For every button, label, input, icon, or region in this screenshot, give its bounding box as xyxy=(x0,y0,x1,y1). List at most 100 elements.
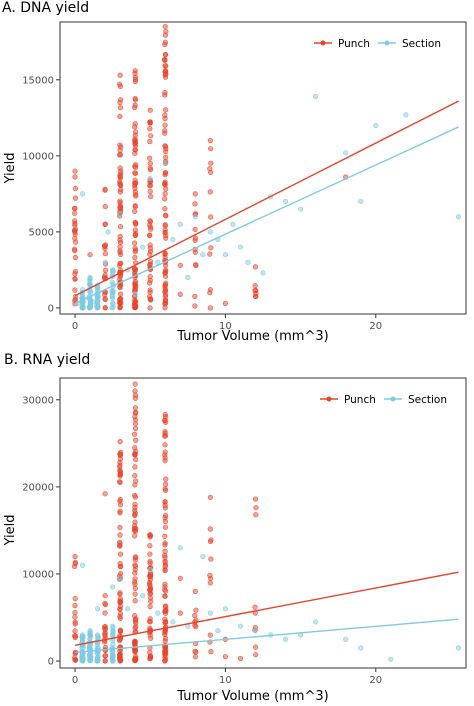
data-point-punch xyxy=(117,451,123,457)
data-point-punch xyxy=(132,132,138,138)
data-point-punch xyxy=(147,160,153,167)
data-point-punch xyxy=(162,433,168,439)
data-point-punch xyxy=(162,39,169,45)
data-point-section xyxy=(358,198,364,205)
data-point-section xyxy=(282,636,289,642)
data-point-punch xyxy=(132,512,138,519)
data-point-punch xyxy=(132,464,138,470)
data-point-section xyxy=(90,299,96,305)
data-point-section xyxy=(245,259,251,265)
ticks-rna: 0 10 20 0 10000 20000 30000 xyxy=(22,395,382,686)
data-point-punch xyxy=(163,476,169,482)
x-tick-label: 20 xyxy=(369,321,382,332)
data-point-section xyxy=(110,653,116,659)
data-point-punch xyxy=(117,561,123,567)
data-point-punch xyxy=(133,437,139,443)
data-point-punch xyxy=(118,571,124,577)
data-point-punch xyxy=(147,138,153,145)
legend-marker-section xyxy=(390,396,396,402)
data-point-punch xyxy=(117,551,124,557)
data-point-section xyxy=(252,627,259,634)
data-point-punch xyxy=(147,653,154,659)
data-point-punch xyxy=(133,554,139,560)
legend-marker-punch xyxy=(326,396,332,402)
data-point-section xyxy=(185,274,191,281)
data-point-punch xyxy=(132,649,138,655)
data-point-section xyxy=(125,606,131,612)
ticks-dna: 0 10 20 0 5000 10000 15000 xyxy=(22,75,382,332)
data-point-punch xyxy=(117,627,124,633)
data-point-punch xyxy=(117,532,123,538)
data-point-punch xyxy=(162,191,168,197)
data-point-punch xyxy=(162,515,168,521)
data-point-punch xyxy=(102,272,108,278)
data-point-punch xyxy=(252,264,259,270)
data-point-punch xyxy=(132,97,139,103)
legend-marker-punch xyxy=(320,40,326,46)
data-point-section xyxy=(102,259,108,265)
data-point-punch xyxy=(132,183,138,189)
data-point-section xyxy=(207,610,213,616)
data-point-punch xyxy=(117,105,124,111)
data-point-punch xyxy=(72,657,78,663)
data-point-punch xyxy=(72,633,79,639)
data-point-section xyxy=(87,274,93,281)
data-point-punch xyxy=(72,254,79,261)
data-point-punch xyxy=(148,595,154,601)
data-point-punch xyxy=(118,182,124,189)
data-point-punch xyxy=(102,203,108,210)
data-point-punch xyxy=(133,221,139,227)
data-point-punch xyxy=(132,598,138,604)
data-point-section xyxy=(155,610,161,616)
data-point-punch xyxy=(133,616,139,622)
data-point-section xyxy=(94,606,101,612)
trend-lines-rna xyxy=(74,571,459,654)
data-point-punch xyxy=(73,239,79,245)
data-point-punch xyxy=(117,541,123,547)
data-point-punch xyxy=(177,575,183,581)
data-point-punch xyxy=(162,230,168,236)
panel-title-dna: A. DNA yield xyxy=(2,0,89,16)
data-point-punch xyxy=(163,63,169,69)
data-point-punch xyxy=(162,593,168,599)
data-point-punch xyxy=(102,626,109,632)
data-point-punch xyxy=(147,188,153,195)
data-point-punch xyxy=(162,656,169,662)
data-point-punch xyxy=(132,143,139,149)
data-point-punch xyxy=(133,192,139,198)
data-point-section xyxy=(222,606,229,612)
data-point-punch xyxy=(192,654,199,660)
data-point-punch xyxy=(252,604,258,610)
data-point-section xyxy=(237,244,244,250)
data-point-punch xyxy=(162,649,168,655)
data-point-punch xyxy=(118,291,124,297)
data-point-punch xyxy=(102,186,108,192)
data-point-punch xyxy=(132,525,138,531)
data-point-punch xyxy=(147,293,153,300)
x-axis-title-dna: Tumor Volume (mm^3) xyxy=(176,329,328,344)
data-point-punch xyxy=(162,68,169,74)
data-point-section xyxy=(282,198,289,205)
legend-label-punch: Punch xyxy=(338,38,370,50)
data-point-punch xyxy=(116,81,123,87)
data-point-punch xyxy=(72,609,78,616)
data-point-punch xyxy=(132,170,139,177)
data-point-punch xyxy=(192,201,198,207)
data-point-punch xyxy=(71,563,78,570)
y-axis-title-rna: Yield xyxy=(3,515,18,547)
data-point-punch xyxy=(162,449,168,455)
data-point-punch xyxy=(117,510,123,516)
data-point-punch xyxy=(208,556,214,562)
data-point-punch xyxy=(132,533,138,539)
data-point-section xyxy=(79,562,86,568)
data-point-punch xyxy=(117,224,124,230)
trend-lines-dna xyxy=(74,100,459,304)
data-point-punch xyxy=(147,224,154,230)
data-point-punch xyxy=(192,588,198,594)
data-point-punch xyxy=(163,213,169,219)
data-point-punch xyxy=(147,218,153,224)
data-point-section xyxy=(260,270,266,276)
data-point-punch xyxy=(192,235,199,241)
x-axis-title-rna: Tumor Volume (mm^3) xyxy=(176,689,328,704)
data-point-section xyxy=(79,305,85,311)
